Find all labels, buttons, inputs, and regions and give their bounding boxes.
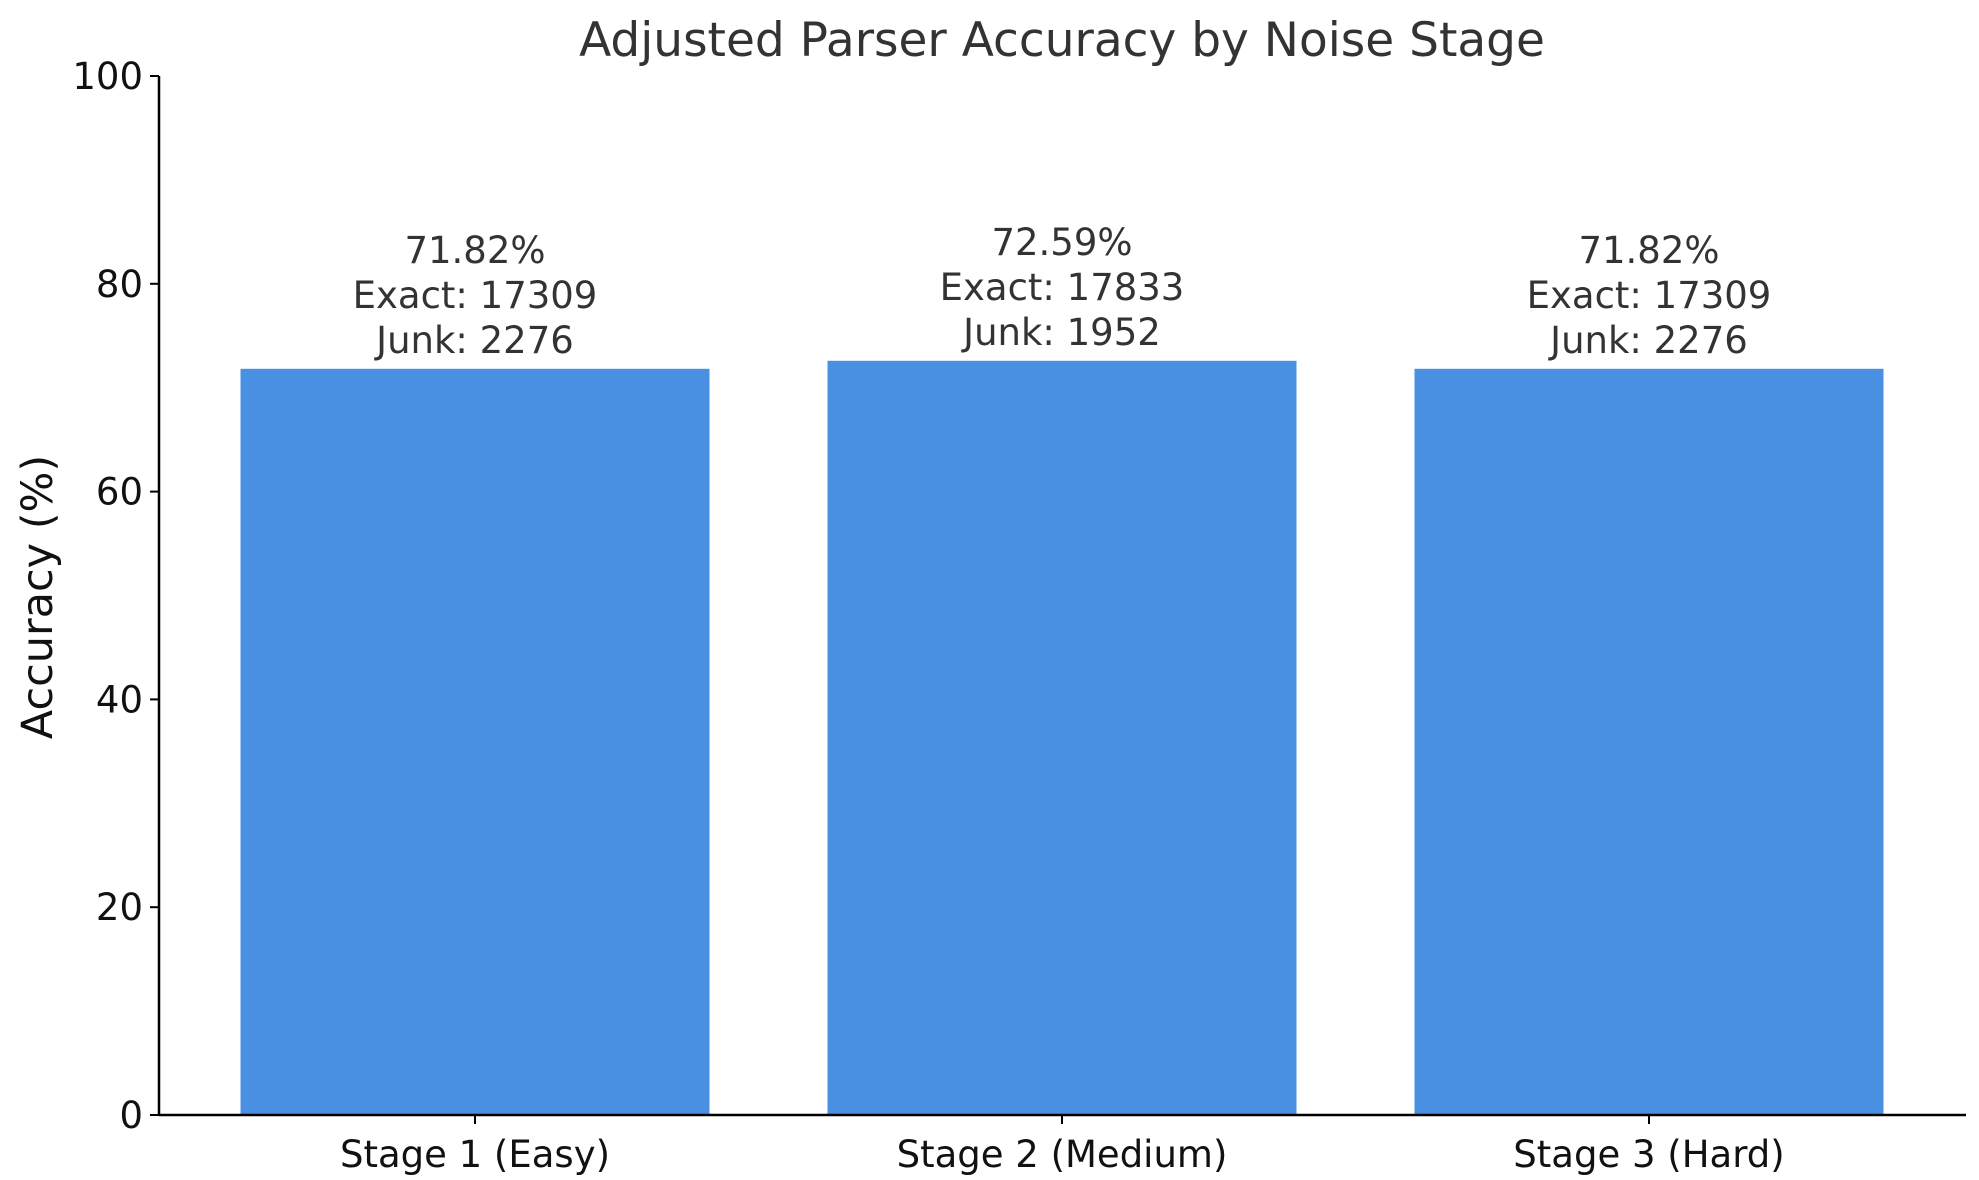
bar-1-label-line-3: Junk: 2276 (374, 319, 574, 362)
bar-3-label-line-2: Exact: 17309 (1527, 274, 1772, 317)
x-tick-label: Stage 1 (Easy) (340, 1133, 610, 1176)
y-axis-ticks: 0 20 40 60 80 100 (72, 55, 159, 1137)
y-tick-label: 100 (72, 55, 143, 98)
y-tick-label: 20 (96, 886, 143, 929)
x-tick-label: Stage 2 (Medium) (897, 1133, 1228, 1176)
bars-group (240, 360, 1884, 1116)
bar-3 (1414, 368, 1884, 1116)
bar-1 (240, 368, 710, 1116)
x-tick-label: Stage 3 (Hard) (1513, 1133, 1784, 1176)
chart-title: Adjusted Parser Accuracy by Noise Stage (579, 13, 1545, 68)
bar-2-label-line-2: Exact: 17833 (940, 266, 1185, 309)
bar-3-label-line-1: 71.82% (1578, 229, 1719, 272)
bar-2-label-line-1: 72.59% (991, 221, 1132, 264)
bar-1-label-line-1: 71.82% (404, 229, 545, 272)
y-tick-label: 40 (96, 678, 143, 721)
x-axis-ticks: Stage 1 (Easy) Stage 2 (Medium) Stage 3 (H… (340, 1115, 1785, 1176)
bar-2 (827, 360, 1297, 1115)
bar-1-label-line-2: Exact: 17309 (353, 274, 598, 317)
y-tick-label: 60 (96, 471, 143, 514)
bar-3-label-line-3: Junk: 2276 (1548, 319, 1748, 362)
y-axis-label: Accuracy (%) (13, 455, 63, 739)
y-tick-label: 0 (119, 1094, 143, 1137)
bar-2-label-line-3: Junk: 1952 (961, 311, 1161, 354)
y-tick-label: 80 (96, 263, 143, 306)
